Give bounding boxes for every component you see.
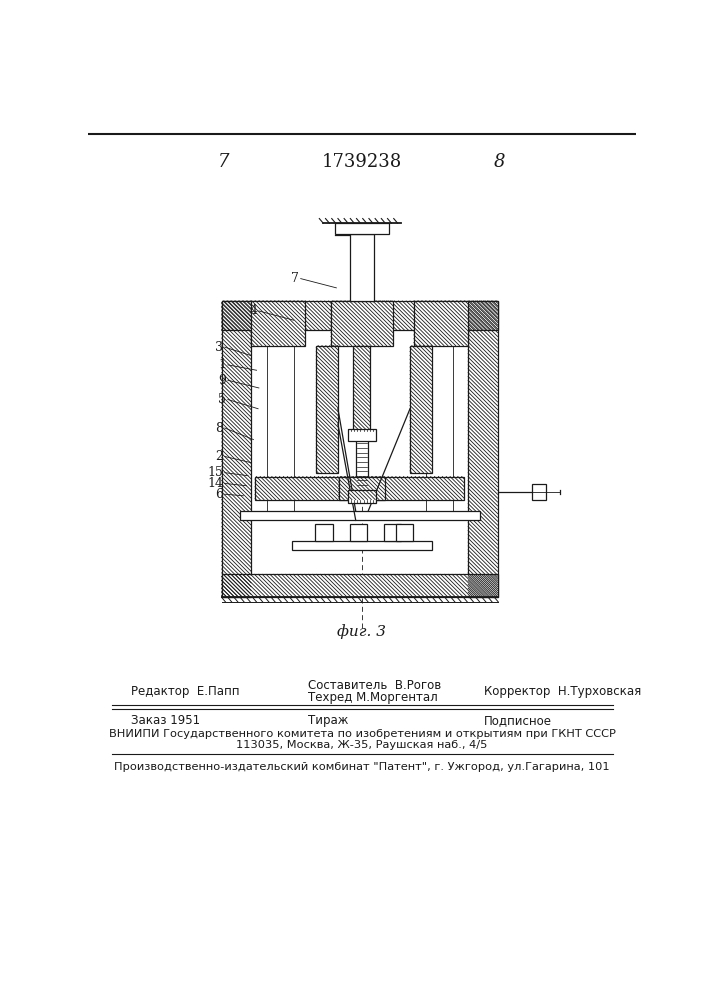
Bar <box>222 301 498 330</box>
Text: 7: 7 <box>218 153 230 171</box>
Bar <box>240 511 480 520</box>
Text: Корректор  Н.Турховская: Корректор Н.Турховская <box>484 685 641 698</box>
Text: Техред М.Моргентал: Техред М.Моргентал <box>308 691 438 704</box>
Text: А-А: А-А <box>339 225 365 239</box>
Text: 4: 4 <box>250 304 257 317</box>
Bar <box>410 346 432 473</box>
Bar <box>396 524 413 541</box>
Bar <box>532 484 547 500</box>
Text: 9: 9 <box>218 374 226 387</box>
Bar <box>351 524 368 541</box>
Bar <box>356 430 368 492</box>
Bar <box>331 301 393 346</box>
Bar <box>468 301 498 597</box>
Text: Тираж: Тираж <box>308 714 349 727</box>
Bar <box>348 490 376 503</box>
Bar <box>255 477 464 500</box>
Text: 7: 7 <box>291 272 299 285</box>
Text: 14: 14 <box>207 477 223 490</box>
Text: 15: 15 <box>207 466 223 479</box>
Text: 6: 6 <box>215 488 223 501</box>
Bar <box>315 524 332 541</box>
Text: Заказ 1951: Заказ 1951 <box>131 714 200 727</box>
Text: Производственно-издательский комбинат "Патент", г. Ужгород, ул.Гагарина, 101: Производственно-издательский комбинат "П… <box>114 762 609 772</box>
Text: Составитель  В.Рогов: Составитель В.Рогов <box>308 679 441 692</box>
Bar <box>348 429 376 441</box>
Text: фиг. 3: фиг. 3 <box>337 625 387 639</box>
Text: ВНИИПИ Государственного комитета по изобретениям и открытиям при ГКНТ СССР: ВНИИПИ Государственного комитета по изоб… <box>108 729 615 739</box>
Bar <box>251 301 305 346</box>
Bar <box>354 346 370 430</box>
Bar <box>414 301 468 346</box>
Bar <box>339 477 385 500</box>
Text: 1739238: 1739238 <box>322 153 402 171</box>
Text: 1: 1 <box>218 358 226 371</box>
Bar <box>222 301 251 597</box>
Text: 5: 5 <box>218 393 226 406</box>
Text: 113035, Москва, Ж-35, Раушская наб., 4/5: 113035, Москва, Ж-35, Раушская наб., 4/5 <box>236 740 488 750</box>
Text: 3: 3 <box>215 341 223 354</box>
Bar <box>292 541 432 550</box>
Text: 2: 2 <box>216 450 223 463</box>
Bar <box>335 223 389 234</box>
Bar <box>385 524 402 541</box>
Bar <box>351 234 373 301</box>
Bar <box>222 574 498 597</box>
Text: 8: 8 <box>215 422 223 434</box>
Text: Редактор  Е.Папп: Редактор Е.Папп <box>131 685 240 698</box>
Text: Подписное: Подписное <box>484 714 551 727</box>
Text: 8: 8 <box>493 153 505 171</box>
Bar <box>316 346 338 473</box>
